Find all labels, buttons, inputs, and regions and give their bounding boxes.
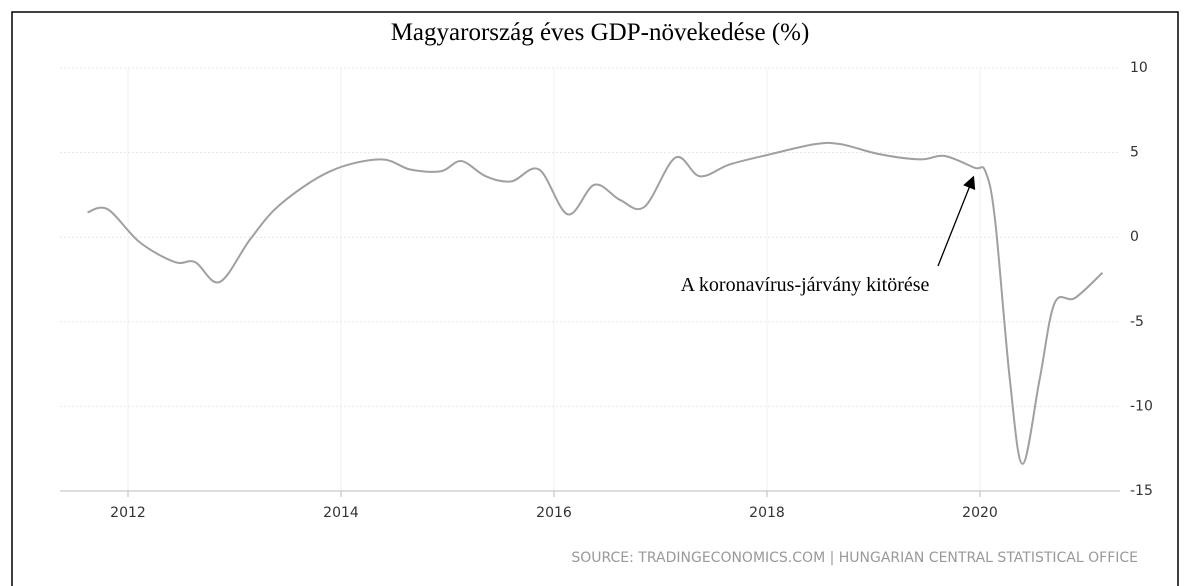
- x-tick-label: 2016: [536, 505, 572, 521]
- y-tick-label: -5: [1130, 314, 1144, 330]
- x-tick-label: 2012: [110, 505, 146, 521]
- x-tick-label: 2020: [962, 505, 998, 521]
- y-tick-label: 0: [1130, 229, 1139, 245]
- y-tick-label: -15: [1130, 483, 1153, 499]
- frame: [11, 11, 1179, 586]
- chart-title: Magyarország éves GDP-növekedése (%): [391, 19, 810, 46]
- annotation: A koronavírus-járvány kitörése: [681, 274, 930, 296]
- y-tick-label: -10: [1130, 398, 1153, 414]
- source: SOURCE: TRADINGECONOMICS.COM | HUNGARIAN…: [571, 550, 1138, 566]
- line-series: [87, 141, 1104, 465]
- y-tick-label: 10: [1130, 60, 1148, 76]
- annotation-arrow: [937, 175, 976, 267]
- x-tick-label: 2014: [323, 505, 359, 521]
- x-tick-label: 2018: [749, 505, 785, 521]
- y-tick-label: 5: [1130, 145, 1139, 161]
